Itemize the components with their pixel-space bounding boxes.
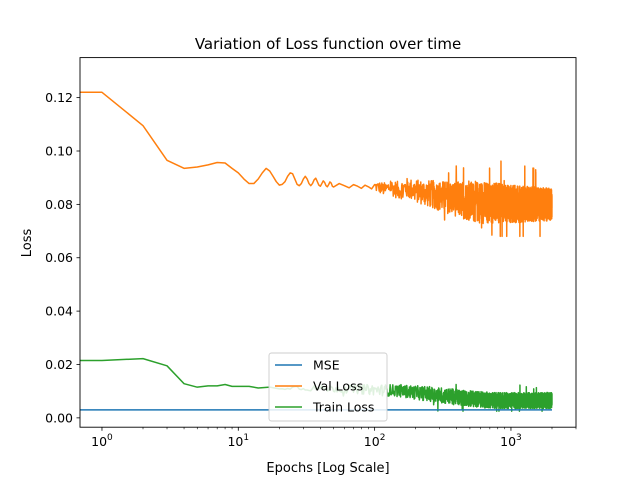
legend-label-train-loss: Train Loss: [312, 400, 374, 415]
y-tick-label: 0.02: [45, 357, 73, 372]
x-axis: 100 101 102 103: [91, 427, 577, 449]
legend-label-val-loss: Val Loss: [313, 379, 363, 394]
x-axis-label: Epochs [Log Scale]: [266, 461, 389, 476]
series-line-val-loss: [80, 91, 553, 238]
chart-title: Variation of Loss function over time: [195, 35, 461, 53]
legend: MSE Val Loss Train Loss: [268, 352, 388, 422]
legend-box: [268, 352, 388, 422]
legend-label-mse: MSE: [313, 358, 340, 373]
y-tick-label: 0.08: [45, 197, 73, 212]
y-tick-label: 0.12: [45, 90, 73, 105]
x-tick-label: 103: [500, 433, 522, 449]
y-tick-label: 0.00: [45, 410, 73, 425]
y-axis-label: Loss: [20, 229, 35, 258]
y-tick-label: 0.04: [45, 304, 73, 319]
series-line-train-loss: [80, 357, 553, 412]
plot-frame: [79, 57, 577, 428]
y-axis: 0.00 0.02 0.04 0.06 0.08 0.10 0.12: [45, 90, 80, 425]
x-tick-label: 102: [364, 433, 386, 449]
y-tick-label: 0.06: [45, 250, 73, 265]
y-tick-label: 0.10: [45, 144, 73, 159]
x-tick-label: 100: [91, 433, 113, 449]
x-tick-label: 101: [227, 433, 249, 449]
